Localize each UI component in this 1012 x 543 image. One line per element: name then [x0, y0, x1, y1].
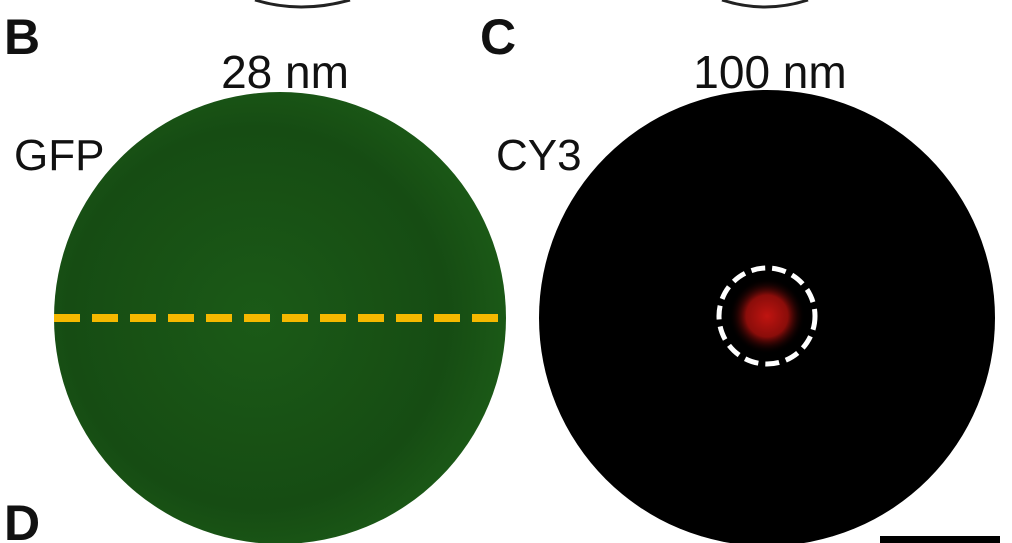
arc — [255, 0, 350, 7]
red-spot — [729, 278, 805, 354]
scale-bar — [880, 536, 1000, 543]
panel-letter: D — [4, 495, 40, 543]
channel-label: GFP — [14, 131, 104, 180]
panel-letter: B — [4, 9, 40, 65]
panel-letter: C — [480, 9, 516, 65]
figure: B 28 nm GFP C 100 nm CY3 D — [0, 0, 1012, 543]
panel-title: 100 nm — [693, 46, 846, 98]
arc — [722, 0, 808, 7]
panel-title: 28 nm — [221, 46, 349, 98]
channel-label: CY3 — [496, 131, 582, 180]
